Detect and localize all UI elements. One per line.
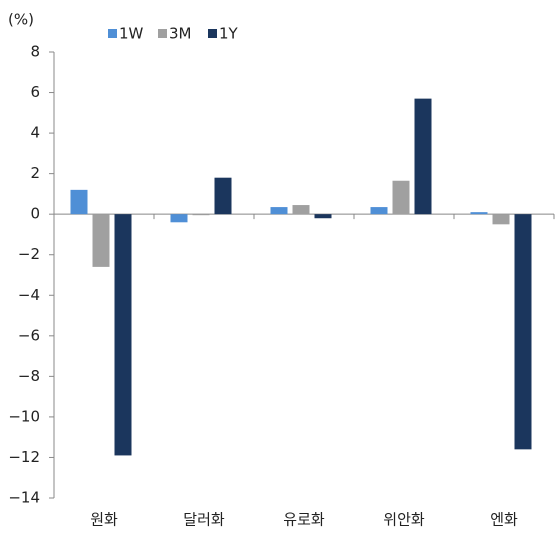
bar bbox=[392, 180, 410, 215]
bar bbox=[314, 214, 332, 219]
bar bbox=[170, 214, 188, 223]
bar bbox=[292, 205, 310, 215]
bar bbox=[270, 207, 288, 215]
bar bbox=[214, 177, 232, 215]
legend-swatch bbox=[158, 29, 167, 38]
y-tick-label: 2 bbox=[30, 164, 40, 182]
bar bbox=[192, 214, 210, 216]
y-tick-label: 8 bbox=[30, 43, 40, 61]
bar bbox=[92, 214, 110, 267]
x-tick-label: 유로화 bbox=[283, 511, 325, 529]
bar bbox=[470, 212, 488, 215]
bar bbox=[414, 98, 432, 215]
bar bbox=[514, 214, 532, 450]
bar bbox=[114, 214, 132, 456]
x-tick-label: 엔화 bbox=[490, 511, 518, 529]
y-tick-label: −8 bbox=[18, 367, 40, 385]
legend-swatch bbox=[208, 29, 217, 38]
bar bbox=[370, 207, 388, 215]
y-tick-label: 6 bbox=[30, 83, 40, 101]
y-tick-label: −6 bbox=[18, 326, 40, 344]
bar bbox=[70, 189, 88, 215]
bar bbox=[492, 214, 510, 225]
y-axis-label: (%) bbox=[8, 11, 34, 29]
y-tick-label: −4 bbox=[18, 286, 40, 304]
y-tick-label: −12 bbox=[8, 448, 40, 466]
x-tick-label: 달러화 bbox=[183, 511, 225, 529]
x-tick-label: 원화 bbox=[90, 511, 118, 529]
legend-swatch bbox=[108, 29, 117, 38]
legend-label: 1W bbox=[119, 25, 144, 43]
legend-label: 3M bbox=[169, 25, 192, 43]
x-tick-label: 위안화 bbox=[383, 511, 425, 529]
y-tick-label: −14 bbox=[8, 489, 40, 507]
y-tick-label: −2 bbox=[18, 245, 40, 263]
y-tick-label: 0 bbox=[30, 205, 40, 223]
legend-label: 1Y bbox=[219, 25, 239, 43]
y-tick-label: 4 bbox=[30, 124, 40, 142]
y-tick-label: −10 bbox=[8, 407, 40, 425]
